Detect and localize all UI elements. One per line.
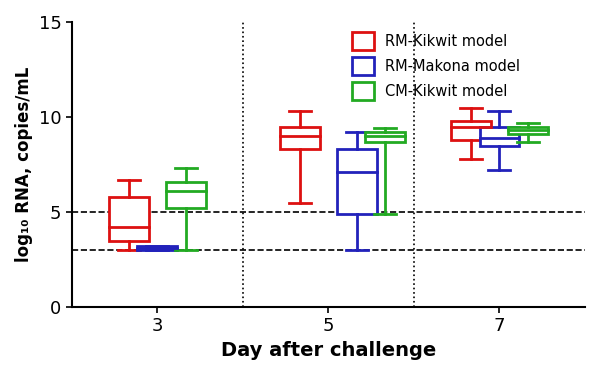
Bar: [137, 246, 178, 250]
Bar: [479, 126, 520, 146]
X-axis label: Day after challenge: Day after challenge: [221, 341, 436, 360]
Bar: [337, 149, 377, 214]
Legend: RM-Kikwit model, RM-Makona model, CM-Kikwit model: RM-Kikwit model, RM-Makona model, CM-Kik…: [346, 27, 526, 106]
Bar: [365, 132, 406, 142]
Bar: [451, 121, 491, 140]
Bar: [508, 126, 548, 134]
Y-axis label: log₁₀ RNA, copies/mL: log₁₀ RNA, copies/mL: [15, 67, 33, 262]
Bar: [166, 182, 206, 208]
Bar: [280, 126, 320, 149]
Bar: [109, 197, 149, 240]
